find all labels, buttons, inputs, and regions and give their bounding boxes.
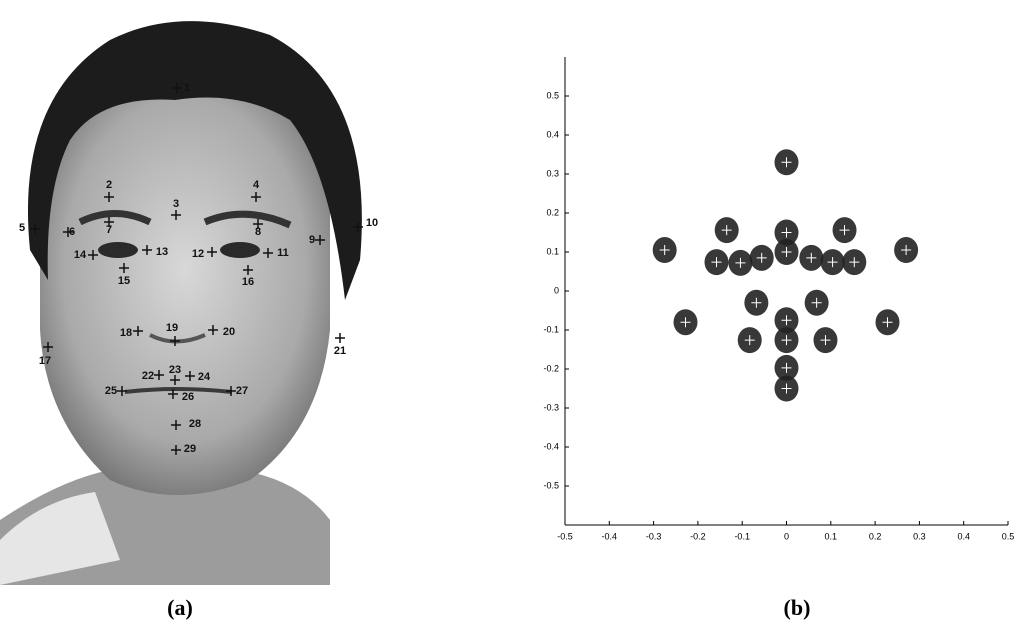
x-tick-label: 0.5 [1002, 531, 1015, 541]
landmark-label: 24 [198, 371, 211, 383]
landmark-label: 4 [253, 179, 260, 191]
landmark-label: 28 [189, 418, 201, 430]
landmark-label: 26 [182, 391, 194, 403]
landmark-label: 22 [142, 370, 154, 382]
x-tick-label: -0.1 [734, 531, 750, 541]
scatter-plot: -0.5 -0.4 -0.3 -0.2 -0.1 0 0.1 0.2 0.3 0.4 0.5 -0.5… [543, 57, 1014, 541]
y-tick-label: 0 [554, 285, 559, 295]
landmark-label: 10 [366, 217, 378, 229]
landmark-label: 19 [166, 322, 178, 334]
x-tick-label: 0.3 [913, 531, 926, 541]
landmark-label: 20 [223, 326, 235, 338]
landmark-label: 8 [255, 226, 261, 238]
eye [220, 242, 260, 258]
face [40, 85, 330, 495]
caption: (b) [784, 595, 811, 620]
landmark-label: 9 [309, 234, 315, 246]
landmark-label: 7 [106, 224, 112, 236]
y-tick-label: -0.1 [543, 324, 559, 334]
y-tick-label: -0.4 [543, 441, 559, 451]
landmark-label: 15 [118, 275, 130, 287]
y-tick-label: 0.4 [546, 129, 559, 139]
landmark-cross [335, 333, 345, 343]
x-tick-label: 0.1 [825, 531, 838, 541]
landmark-label: 25 [105, 385, 117, 397]
landmark-label: 2 [106, 179, 112, 191]
landmark-label: 6 [69, 226, 75, 238]
figure: 1234567891011121314151617181920212223242… [0, 0, 1020, 626]
x-tick-label: -0.2 [690, 531, 706, 541]
x-tick-label: -0.5 [557, 531, 573, 541]
x-tick-label: 0.4 [957, 531, 970, 541]
landmark-label: 17 [39, 355, 51, 367]
caption: (a) [167, 595, 193, 620]
y-tick-label: 0.3 [546, 168, 559, 178]
landmark-label: 23 [169, 364, 181, 376]
landmark-label: 1 [184, 82, 190, 94]
y-tick-label: 0.5 [546, 90, 559, 100]
landmark-label: 12 [192, 248, 204, 260]
y-tick-label: -0.3 [543, 402, 559, 412]
landmark-label: 11 [277, 247, 289, 259]
landmark-label: 5 [19, 222, 25, 234]
landmark-label: 16 [242, 276, 254, 288]
landmark-label: 14 [74, 249, 87, 261]
landmark-label: 13 [156, 246, 168, 258]
x-tick-label: 0.2 [869, 531, 882, 541]
y-tick-label: -0.2 [543, 363, 559, 373]
landmark-label: 27 [236, 385, 248, 397]
x-tick-label: 0 [784, 531, 789, 541]
x-tick-label: -0.3 [646, 531, 662, 541]
x-tick-label: -0.4 [602, 531, 618, 541]
y-tick-label: -0.5 [543, 480, 559, 490]
y-tick-label: 0.2 [546, 207, 559, 217]
landmark-label: 3 [173, 198, 179, 210]
landmark-label: 18 [120, 327, 132, 339]
face-photo [0, 21, 362, 585]
landmark-label: 21 [334, 345, 346, 357]
eye [98, 242, 138, 258]
y-tick-label: 0.1 [546, 246, 559, 256]
landmark-label: 29 [184, 443, 196, 455]
